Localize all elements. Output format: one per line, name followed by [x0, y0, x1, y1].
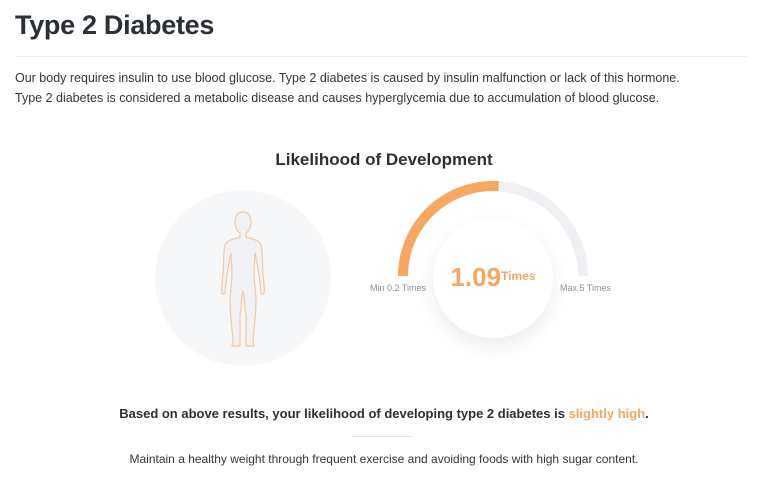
value-number: 1.09	[450, 262, 502, 292]
section-title: Likelihood of Development	[275, 150, 493, 169]
result-sentence: Based on above results, your likelihood …	[0, 406, 768, 421]
result-level: slightly high	[568, 406, 646, 421]
gauge-min-label: Min 0.2 Times	[370, 283, 427, 293]
result-prefix: Based on above results, your likelihood …	[119, 406, 569, 421]
gauge-fill	[398, 181, 499, 277]
divider	[15, 56, 747, 57]
divider-short	[352, 436, 412, 437]
result-suffix: .	[645, 406, 649, 421]
advice-text: Maintain a healthy weight through freque…	[129, 452, 639, 466]
value-unit: Times	[501, 269, 536, 283]
likelihood-value: 1.09Times	[433, 262, 553, 293]
gauge-center	[433, 218, 553, 338]
page-title: Type 2 Diabetes	[15, 10, 215, 40]
description: Our body requires insulin to use blood g…	[15, 71, 680, 105]
gauge-max-label: Max 5 Times	[560, 283, 612, 293]
human-body-icon	[220, 211, 266, 347]
